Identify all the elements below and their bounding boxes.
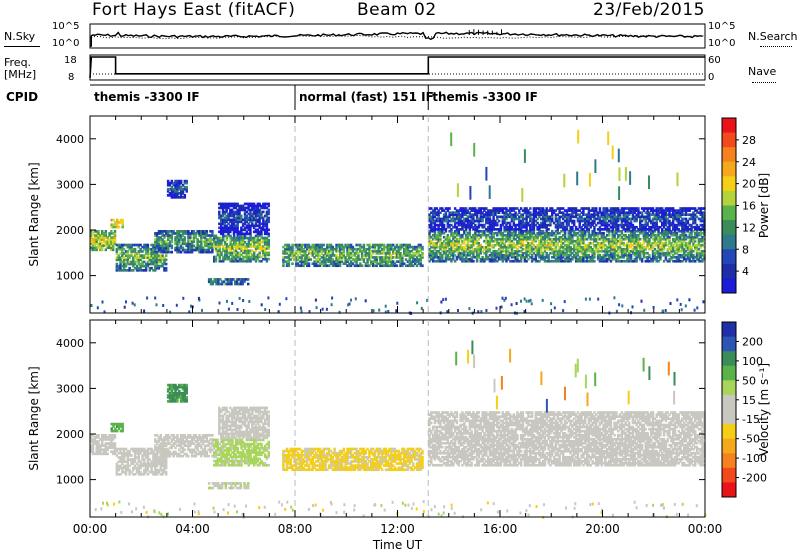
power-panel-echo-cell [247,278,249,281]
power-panel-echo-cell [268,229,270,232]
power-panel-echo-cell [232,278,234,281]
power-panel-echo-cell [637,207,639,210]
power-panel-echo-cell [268,209,270,212]
power-panel-echo-cell [593,260,595,263]
power-panel-echo-cell [122,219,124,222]
power-panel-echo-cell [230,283,232,286]
noise-sky-trace [90,32,702,46]
power-panel-echo-cell [240,215,242,218]
power-panel-echo-cell [268,203,270,206]
power-panel-echo-cell [186,186,188,189]
power-panel-echo-cell [291,262,293,265]
power-panel-echo-cell [421,264,423,267]
power-panel-echo-cell [547,228,549,231]
power-panel-echo-cell [443,224,445,227]
power-panel-echo-cell [268,258,270,261]
power-panel-echo-cell [421,252,423,255]
power-panel-echo-cell [186,180,188,183]
power-panel-echo-cell [165,263,167,266]
power-panel-echo-cell [122,223,124,226]
power-panel-echo-cell [184,236,186,239]
cpid-segment-label: themis -3300 IF [94,90,200,104]
power-panel-echo-cell [217,280,219,283]
power-panel-echo-cell [112,219,114,222]
freq-panel-frame [90,55,705,80]
power-panel-echo-cell [678,228,680,231]
power-panel-echo-cell [361,264,363,267]
power-panel-echo-cell [223,280,225,283]
power-panel-echo-cell [268,252,270,255]
freq-trace [90,57,705,78]
power-panel-echo-cell [212,283,214,286]
power-panel-echo-cell [219,278,221,281]
power-panel-echo-cell [184,194,186,197]
power-panel-echo-cell [602,232,604,235]
power-panel-echo-cell [498,220,500,223]
power-panel-echo-cell [122,226,124,229]
cpid-segment-label: normal (fast) 151 IF [299,90,434,104]
power-panel-echo-cell [308,262,310,265]
power-panel-echo-cell [262,211,264,214]
power-panel-echo-cell [116,223,118,226]
power-panel-echo-cell [210,278,212,281]
power-panel-echo-cell [122,221,124,224]
power-panel-echo-cell [218,211,220,214]
power-panel-echo-cell [105,230,107,233]
power-panel-echo-cell [363,244,365,247]
power-panel-echo-cell [206,230,208,233]
power-panel-echo-cell [595,207,597,210]
power-panel-echo-cell [171,251,173,254]
power-panel-echo-cell [230,280,232,283]
power-panel-echo-cell [211,230,213,233]
power-panel-echo-cell [648,254,650,257]
power-panel-echo-cell [247,283,249,286]
power-panel-echo-cell [599,207,601,210]
power-panel-echo-cell [97,230,99,233]
power-panel-echo-cell [114,230,116,233]
power-panel-echo-cell [243,280,245,283]
power-panel-echo-cell [241,283,243,286]
power-panel-echo-cell [396,264,398,267]
power-panel-echo-cell [165,259,167,262]
power-panel-echo-cell [180,180,182,183]
power-panel-echo-cell [448,207,450,210]
power-panel-echo-cell [639,238,641,241]
power-panel-echo-cell [573,220,575,223]
power-panel-echo-cell [268,233,270,236]
power-panel-echo-cell [268,217,270,220]
power-panel-echo-cell [236,280,238,283]
power-panel-echo-cell [171,245,173,248]
power-panel-echo-cell [134,248,136,251]
power-panel-echo-cell [421,246,423,249]
power-panel-echo-cell [118,226,120,229]
power-panel-echo-cell [147,244,149,247]
power-panel-echo-cell [116,219,118,222]
power-panel-echo-cell [268,239,270,242]
power-panel-echo-cell [323,244,325,247]
power-panel-echo-cell [310,258,312,261]
cpid-segment-label: themis -3300 IF [432,90,538,104]
power-panel-echo-cell [165,267,167,270]
power-panel-echo-cell [472,260,474,263]
power-panel-echo-cell [221,283,223,286]
power-panel-echo-cell [529,207,531,210]
